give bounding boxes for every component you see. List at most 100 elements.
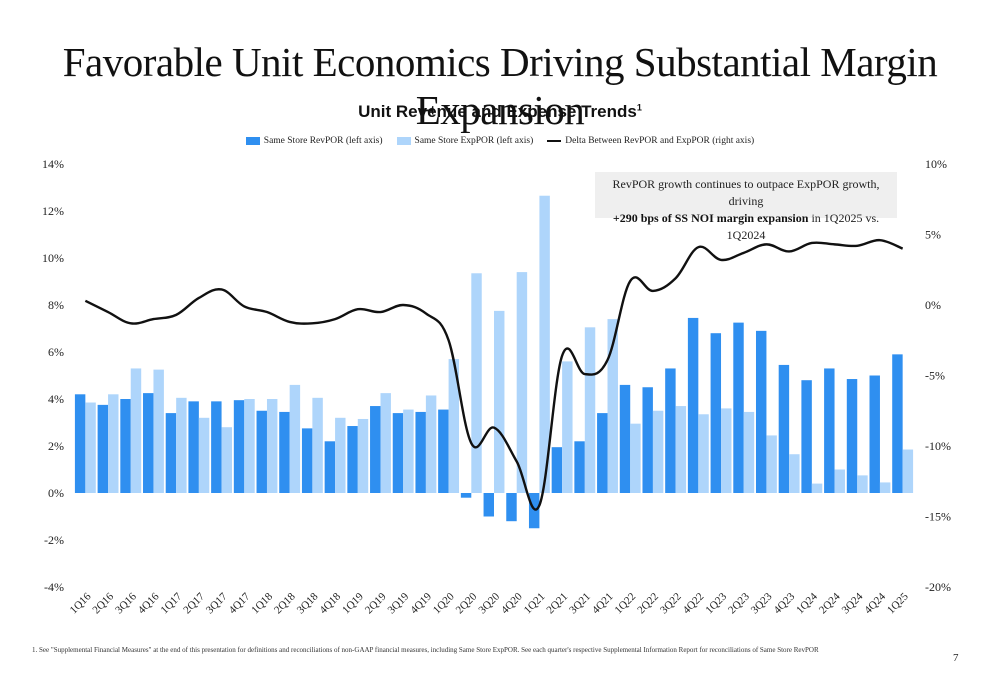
left-axis-tick: 8% — [48, 298, 64, 312]
legend-label-exppor: Same Store ExpPOR (left axis) — [414, 136, 534, 146]
x-axis-tick: 1Q25 — [885, 590, 911, 616]
footnote: 1. See "Supplemental Financial Measures"… — [32, 646, 819, 654]
bar-revpor — [892, 354, 903, 493]
legend-item-revpor: Same Store RevPOR (left axis) — [245, 136, 383, 146]
legend-swatch-revpor — [245, 137, 260, 145]
left-axis-tick: -2% — [44, 533, 64, 547]
bar-revpor — [733, 322, 744, 493]
bar-revpor — [143, 393, 154, 493]
bar-exppor — [562, 361, 573, 493]
x-axis-tick: 4Q22 — [681, 591, 707, 617]
x-axis-tick: 2Q16 — [90, 590, 116, 616]
x-axis-tick: 3Q22 — [658, 591, 684, 617]
bar-revpor — [256, 410, 267, 493]
bar-revpor — [97, 404, 109, 493]
bar-revpor — [574, 441, 585, 493]
bar-exppor — [176, 397, 187, 493]
bar-revpor — [301, 428, 313, 493]
x-axis-tick: 4Q18 — [317, 590, 343, 616]
bar-revpor — [370, 406, 381, 493]
left-axis-tick: -4% — [44, 580, 64, 594]
right-axis-tick: -10% — [925, 439, 951, 453]
x-axis-tick: 3Q19 — [386, 590, 412, 616]
x-axis-tick: 1Q22 — [613, 591, 639, 617]
bar-exppor — [130, 368, 142, 493]
callout-line2: +290 bps of SS NOI margin expansion in 1… — [595, 210, 897, 244]
bar-revpor — [165, 413, 177, 493]
bar-revpor — [74, 394, 86, 493]
bar-exppor — [584, 327, 596, 493]
bar-exppor — [244, 399, 255, 493]
bar-revpor — [528, 493, 540, 529]
x-axis-tick: 1Q19 — [340, 590, 366, 616]
right-axis-tick: -20% — [925, 580, 951, 594]
bar-exppor — [312, 397, 323, 493]
bar-exppor — [335, 417, 346, 493]
bar-revpor — [824, 368, 835, 493]
left-axis-tick: 2% — [48, 439, 64, 453]
bar-revpor — [755, 330, 767, 493]
x-axis-tick: 2Q24 — [817, 590, 843, 616]
x-axis-tick: 1Q24 — [794, 590, 820, 616]
x-axis-tick: 4Q23 — [771, 590, 797, 616]
left-axis-tick: 0% — [48, 486, 64, 500]
bar-exppor — [743, 411, 755, 493]
callout-box: RevPOR growth continues to outpace ExpPO… — [595, 172, 897, 242]
bar-exppor — [902, 449, 914, 493]
bar-revpor — [120, 399, 131, 493]
bar-exppor — [380, 393, 391, 493]
bar-revpor — [483, 493, 494, 517]
x-axis-tick: 2Q23 — [726, 590, 752, 616]
legend-item-delta: Delta Between RevPOR and ExpPOR (right a… — [547, 136, 754, 146]
callout-bold: +290 bps of SS NOI margin expansion — [612, 211, 809, 225]
bar-revpor — [642, 387, 653, 493]
right-axis-tick: -5% — [925, 369, 945, 383]
bar-revpor — [438, 409, 449, 493]
delta-line — [84, 238, 904, 511]
bar-exppor — [221, 427, 233, 493]
bar-revpor — [211, 401, 222, 493]
bar-exppor — [630, 423, 641, 493]
x-axis-tick: 3Q24 — [840, 590, 866, 616]
right-axis-tick: 10% — [925, 157, 947, 171]
bar-exppor — [153, 369, 164, 493]
bar-exppor — [289, 384, 301, 493]
bar-revpor — [415, 411, 426, 493]
x-axis-tick: 2Q18 — [272, 590, 298, 616]
bar-exppor — [834, 469, 845, 493]
bar-exppor — [539, 195, 550, 493]
right-axis-tick: 0% — [925, 298, 941, 312]
x-axis-tick: 3Q20 — [476, 590, 502, 616]
bar-revpor — [801, 380, 812, 493]
bar-exppor — [698, 414, 709, 493]
x-axis-tick: 2Q21 — [544, 591, 570, 617]
x-axis-tick: 1Q21 — [522, 591, 548, 617]
bar-revpor — [506, 493, 517, 522]
x-axis-tick: 1Q16 — [68, 590, 94, 616]
x-axis-tick: 3Q16 — [113, 590, 139, 616]
bar-exppor — [357, 418, 369, 493]
x-axis-tick: 4Q17 — [227, 590, 253, 616]
left-axis-tick: 14% — [42, 157, 64, 171]
bar-exppor — [811, 483, 823, 493]
x-axis-tick: 4Q19 — [408, 590, 434, 616]
bar-exppor — [85, 402, 96, 493]
bar-revpor — [665, 368, 676, 493]
bar-exppor — [857, 475, 868, 493]
bar-revpor — [869, 375, 880, 493]
bar-exppor — [471, 273, 482, 493]
x-axis-tick: 4Q21 — [590, 591, 616, 617]
left-axis-tick: 6% — [48, 345, 64, 359]
bar-exppor — [425, 395, 437, 493]
x-axis-tick: 2Q20 — [454, 590, 480, 616]
x-axis-tick: 1Q18 — [249, 590, 275, 616]
bar-revpor — [619, 384, 631, 493]
x-axis-tick: 2Q19 — [363, 590, 389, 616]
chart-title-text: Unit Revenue and Expense Trends — [358, 102, 637, 121]
right-axis-tick: 5% — [925, 228, 941, 242]
x-axis-tick: 3Q23 — [749, 590, 775, 616]
bar-exppor — [789, 454, 800, 493]
x-axis-tick: 3Q18 — [295, 590, 321, 616]
bar-revpor — [279, 411, 290, 493]
legend-swatch-exppor — [396, 137, 411, 145]
